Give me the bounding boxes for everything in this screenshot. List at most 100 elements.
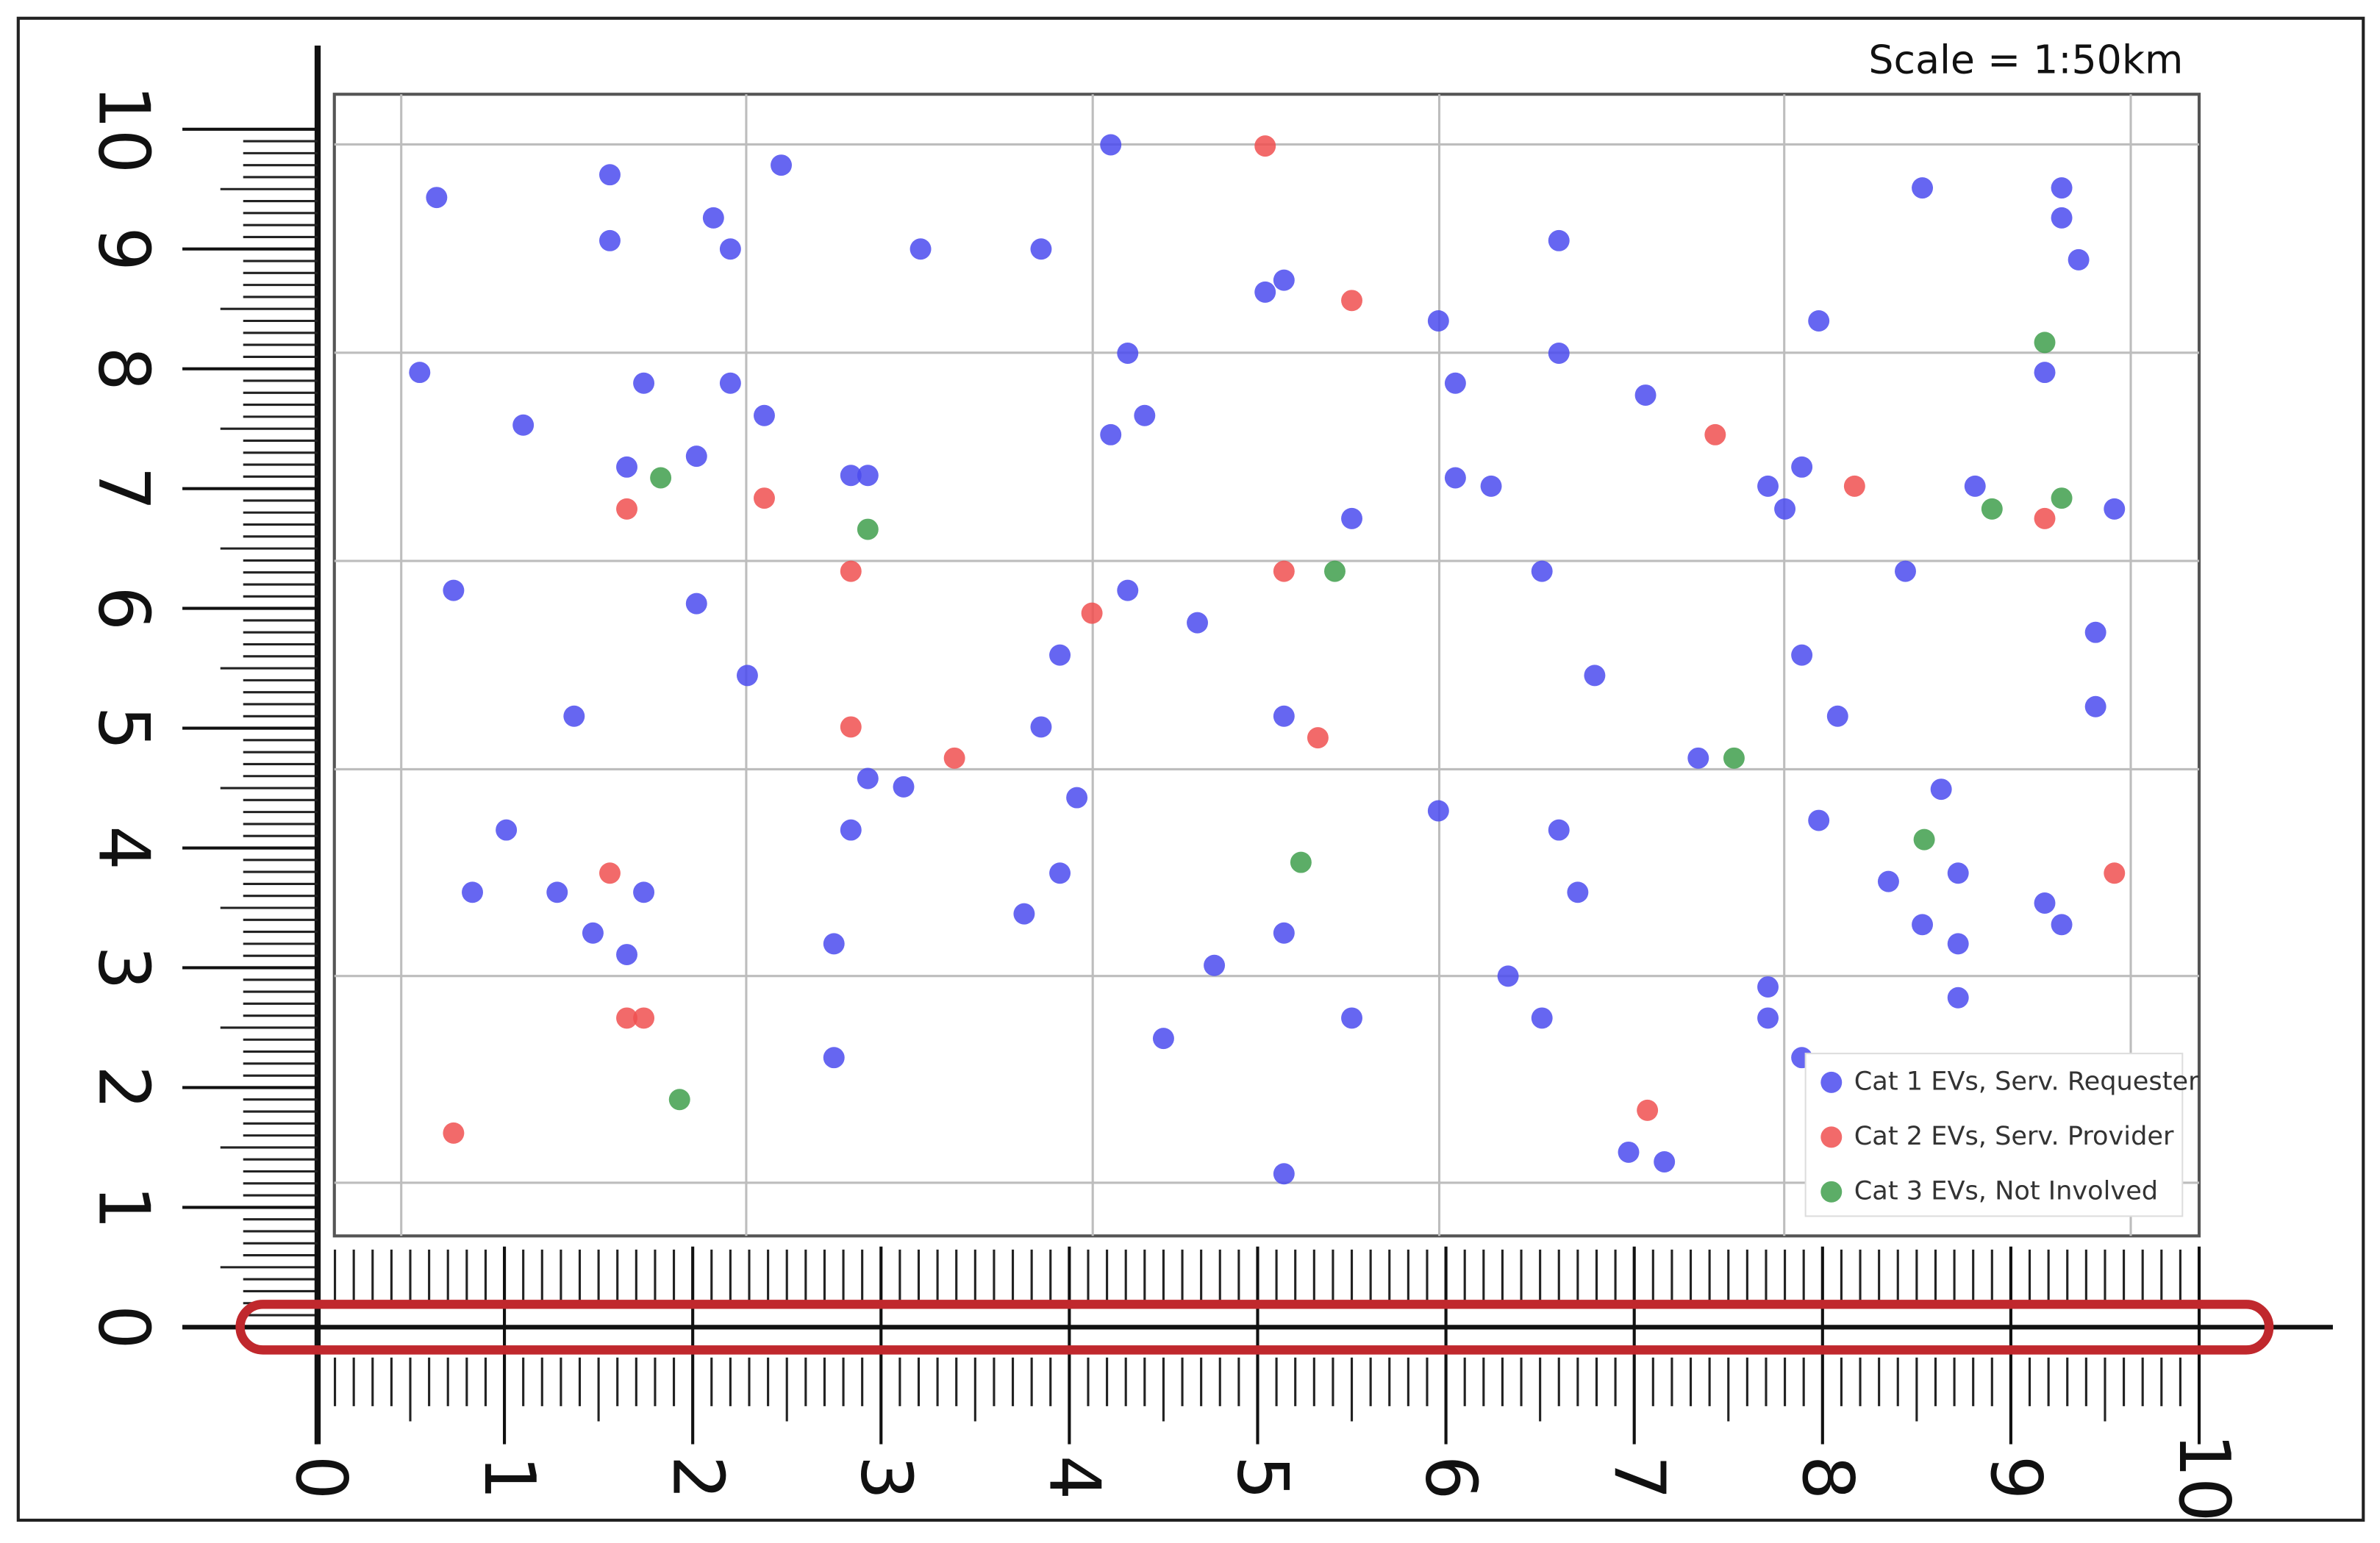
point (1774, 498, 1796, 520)
point (1341, 290, 1363, 312)
point (1254, 281, 1276, 303)
highlight-box (235, 1300, 2274, 1355)
y-tick-label: 7 (82, 466, 163, 511)
point (1584, 665, 1606, 687)
point (1757, 1007, 1779, 1029)
point (1444, 372, 1466, 394)
point (823, 1047, 845, 1069)
y-tick-label: 6 (82, 586, 163, 631)
point (409, 362, 431, 384)
point (1548, 229, 1570, 251)
point (1548, 343, 1570, 364)
point (1548, 819, 1570, 841)
point (1791, 456, 1813, 478)
point (1964, 475, 1986, 497)
point (2051, 207, 2073, 229)
legend-label: Cat 3 EVs, Not Involved (1854, 1175, 2158, 1206)
point (754, 487, 775, 509)
legend-marker (1820, 1071, 1843, 1093)
point (840, 465, 862, 487)
y-tick-label: 1 (82, 1185, 163, 1230)
point (1081, 602, 1103, 624)
point (1567, 881, 1589, 903)
legend-marker (1820, 1126, 1843, 1148)
point (1117, 343, 1139, 364)
point (1981, 498, 2003, 520)
point (1273, 269, 1295, 291)
point (616, 456, 637, 478)
point (1687, 747, 1709, 769)
point (1497, 965, 1519, 987)
point (840, 716, 862, 738)
x-tick-label: 2 (657, 1456, 737, 1500)
point (1049, 862, 1071, 884)
point (633, 881, 655, 903)
point (633, 372, 655, 394)
point (736, 665, 758, 687)
point (1808, 809, 1830, 831)
point (1913, 828, 1935, 851)
point (1654, 1150, 1676, 1173)
point (857, 518, 879, 540)
point (2068, 248, 2090, 271)
point (2104, 862, 2126, 884)
point (857, 767, 879, 790)
point (2104, 498, 2126, 520)
point (1912, 177, 1934, 199)
point (633, 1007, 655, 1029)
point (1895, 560, 1916, 582)
point (496, 819, 518, 841)
point (943, 747, 965, 769)
y-tick-label: 4 (82, 826, 163, 870)
point (840, 819, 862, 841)
point (2034, 332, 2056, 354)
legend-label: Cat 2 EVs, Serv. Provider (1854, 1121, 2174, 1151)
point (1444, 467, 1466, 489)
point (1254, 135, 1276, 157)
point (1290, 851, 1312, 873)
point (1066, 787, 1088, 809)
point (2034, 892, 2056, 914)
point (1877, 870, 1899, 892)
point (1930, 778, 1952, 801)
point (823, 933, 845, 955)
point (1117, 579, 1139, 601)
point (426, 187, 448, 209)
point (1049, 644, 1071, 666)
point (1912, 914, 1934, 936)
point (1273, 560, 1295, 582)
point (1531, 560, 1553, 582)
point (2051, 487, 2073, 509)
legend-marker (1820, 1181, 1843, 1203)
x-tick-label: 0 (280, 1456, 361, 1500)
point (910, 238, 932, 260)
legend-box (1804, 1053, 2184, 1217)
point (1307, 727, 1329, 749)
point (599, 164, 621, 186)
point (1618, 1141, 1640, 1163)
x-tick-label: 10 (2163, 1433, 2244, 1522)
x-tick-label: 1 (468, 1456, 549, 1500)
point (1634, 384, 1657, 407)
point (1808, 310, 1830, 332)
point (1341, 507, 1363, 529)
point (1273, 1163, 1295, 1185)
point (1100, 423, 1122, 445)
point (1030, 716, 1052, 738)
point (668, 1089, 690, 1111)
point (1134, 404, 1156, 426)
point (1013, 903, 1035, 925)
points (409, 134, 2126, 1185)
legend-label: Cat 1 EVs, Serv. Requester (1854, 1066, 2199, 1096)
point (754, 404, 775, 426)
point (2051, 914, 2073, 936)
y-tick-label: 10 (82, 85, 163, 173)
point (443, 579, 465, 601)
point (2051, 177, 2073, 199)
x-tick-label: 7 (1598, 1456, 1679, 1500)
point (2034, 507, 2056, 529)
point (685, 593, 707, 615)
point (1324, 560, 1346, 582)
point (1637, 1099, 1659, 1121)
point (616, 1007, 637, 1029)
